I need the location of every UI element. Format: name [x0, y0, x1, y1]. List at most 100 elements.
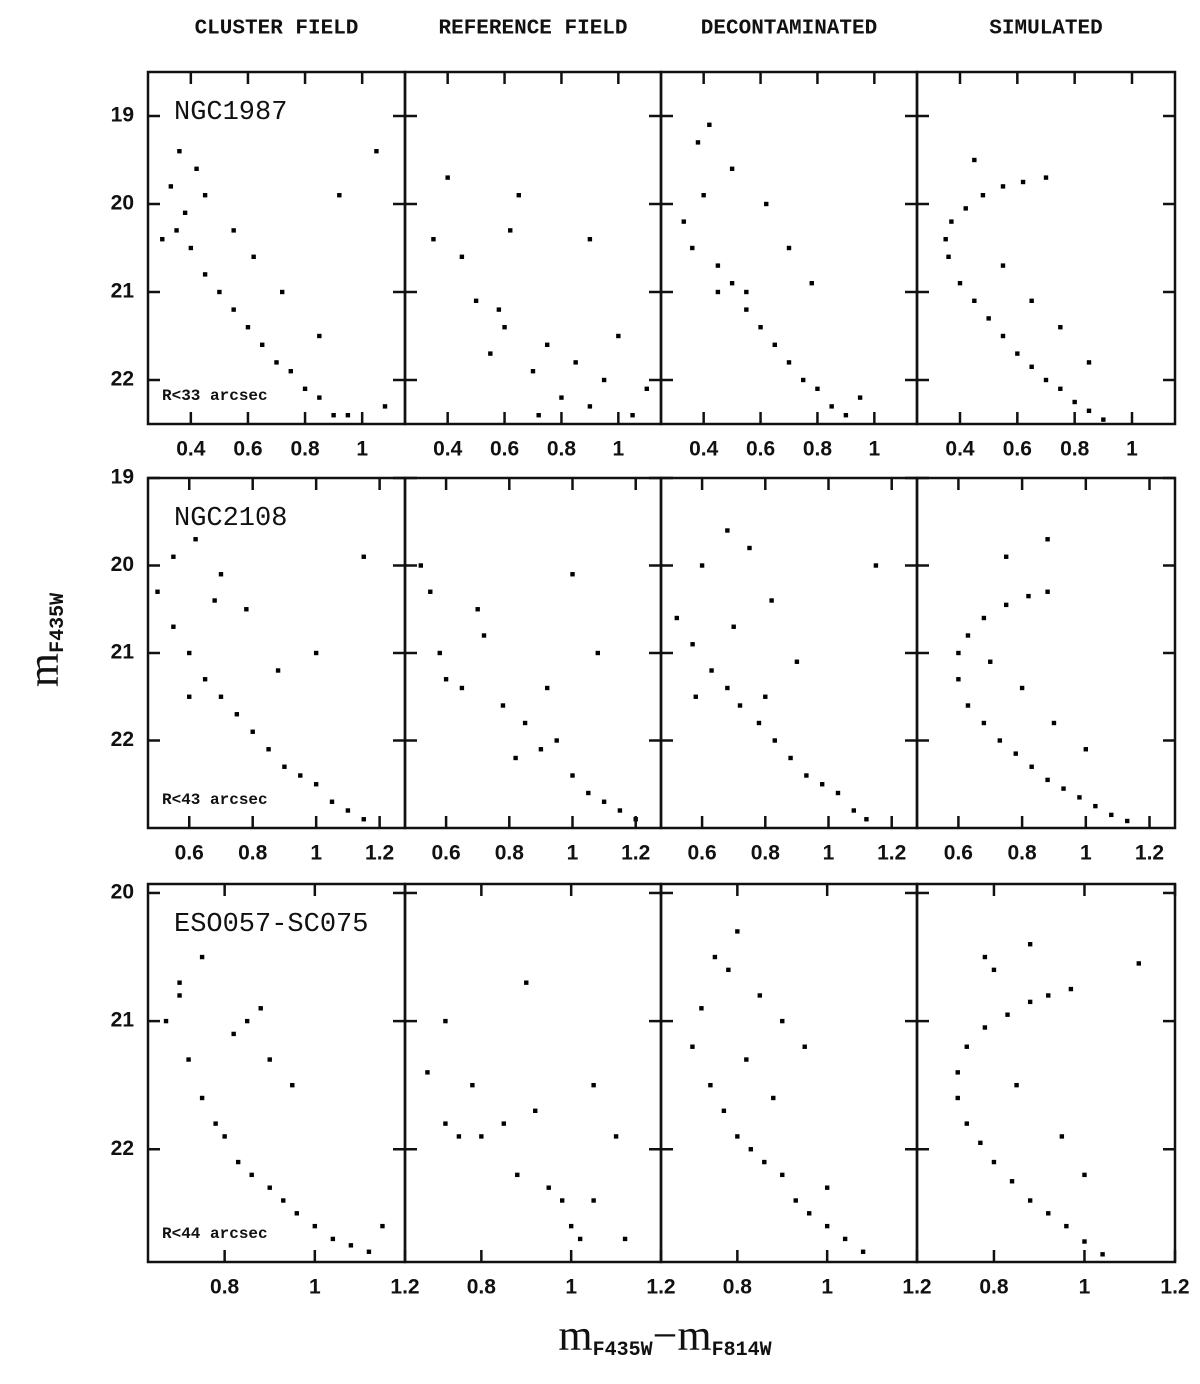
data-point: [522, 720, 528, 726]
x-tick-label: 0.8: [547, 438, 577, 461]
x-tick-label: 0.4: [945, 438, 975, 461]
data-point: [171, 554, 176, 559]
data-point: [199, 1095, 205, 1101]
data-point: [1109, 812, 1114, 818]
data-point: [428, 589, 433, 594]
data-point: [260, 342, 265, 347]
data-point: [212, 598, 217, 603]
data-point: [709, 668, 714, 673]
data-point: [163, 1018, 169, 1024]
data-point: [313, 650, 319, 656]
data-point: [794, 659, 800, 664]
data-point: [712, 954, 718, 960]
data-point: [1015, 351, 1020, 356]
data-point: [1029, 298, 1034, 303]
data-point: [955, 1070, 960, 1075]
data-point: [280, 289, 285, 295]
data-point: [802, 1044, 807, 1049]
data-point: [554, 738, 559, 743]
panel-frame: [915, 70, 1177, 426]
data-point: [290, 1082, 295, 1088]
data-point: [331, 413, 336, 418]
data-point: [545, 685, 550, 691]
data-point: [475, 607, 480, 612]
data-point: [516, 193, 521, 198]
data-point: [188, 245, 194, 251]
y-tick-label: 22: [111, 368, 134, 391]
x-tick-label: 0.6: [490, 438, 519, 461]
data-point: [1026, 593, 1031, 599]
data-point: [267, 1185, 272, 1190]
data-point: [234, 712, 240, 717]
data-point: [988, 659, 993, 664]
x-tick-label: 1: [310, 842, 322, 865]
data-point: [786, 245, 792, 251]
column-title: REFERENCE FIELD: [438, 18, 627, 41]
data-point: [1046, 1211, 1051, 1216]
data-point: [168, 184, 174, 189]
y-tick-label: 19: [111, 466, 134, 489]
data-point: [769, 598, 774, 603]
x-axis-label: mF435W−mF814W: [558, 1311, 771, 1362]
x-tick-label: 1: [1126, 438, 1138, 461]
data-point: [965, 703, 971, 708]
data-point: [715, 263, 721, 268]
data-point: [1059, 1134, 1065, 1139]
x-tick-label: 1.2: [621, 842, 650, 865]
data-point: [586, 790, 591, 796]
data-point: [177, 980, 182, 985]
data-point: [957, 281, 963, 286]
data-point: [1043, 377, 1049, 383]
data-point: [281, 1198, 286, 1203]
data-point: [1003, 602, 1009, 608]
data-point: [1014, 1082, 1019, 1088]
data-point: [298, 773, 303, 778]
x-label-main: −m: [653, 1311, 712, 1360]
data-point: [174, 228, 179, 233]
y-axis-label: mF435W: [19, 593, 70, 687]
data-point: [964, 1121, 969, 1126]
y-tick-label: 21: [111, 1009, 135, 1032]
x-tick-label: 0.6: [746, 438, 775, 461]
x-tick-label: 0.6: [233, 438, 262, 461]
data-point: [250, 729, 255, 734]
data-point: [1046, 993, 1051, 998]
column-title: CLUSTER FIELD: [195, 18, 359, 41]
data-point: [515, 1172, 520, 1178]
data-point: [744, 289, 749, 295]
x-tick-label: 1.2: [1160, 1276, 1189, 1299]
data-point: [772, 342, 777, 347]
data-point: [630, 413, 635, 418]
data-point: [725, 528, 730, 533]
x-tick-label: 1.2: [365, 842, 394, 865]
x-tick-label: 1: [612, 438, 624, 461]
data-point: [780, 1018, 785, 1024]
data-point: [748, 1147, 754, 1152]
x-label-sub: F435W: [593, 1339, 653, 1362]
data-point: [348, 1243, 354, 1248]
y-tick-label: 22: [111, 1137, 134, 1160]
y-tick-label: 19: [111, 104, 134, 127]
data-point: [690, 1044, 695, 1049]
data-point: [1086, 360, 1092, 365]
data-point: [374, 149, 379, 154]
data-point: [762, 1159, 767, 1165]
data-point: [1058, 325, 1063, 330]
x-tick-label: 0.8: [495, 842, 525, 865]
data-point: [824, 1223, 830, 1229]
data-point: [601, 799, 607, 804]
x-tick-label: 0.8: [238, 842, 268, 865]
data-point: [1000, 184, 1006, 189]
data-point: [193, 537, 198, 542]
data-point: [202, 677, 208, 682]
data-point: [587, 404, 593, 409]
x-tick-label: 1: [1080, 842, 1092, 865]
data-point: [1029, 364, 1034, 369]
data-point: [524, 980, 529, 985]
data-point: [764, 201, 769, 207]
data-point: [690, 642, 695, 647]
data-point: [459, 254, 465, 259]
data-point: [536, 413, 541, 418]
data-point: [231, 1031, 236, 1037]
data-point: [1005, 1012, 1010, 1017]
